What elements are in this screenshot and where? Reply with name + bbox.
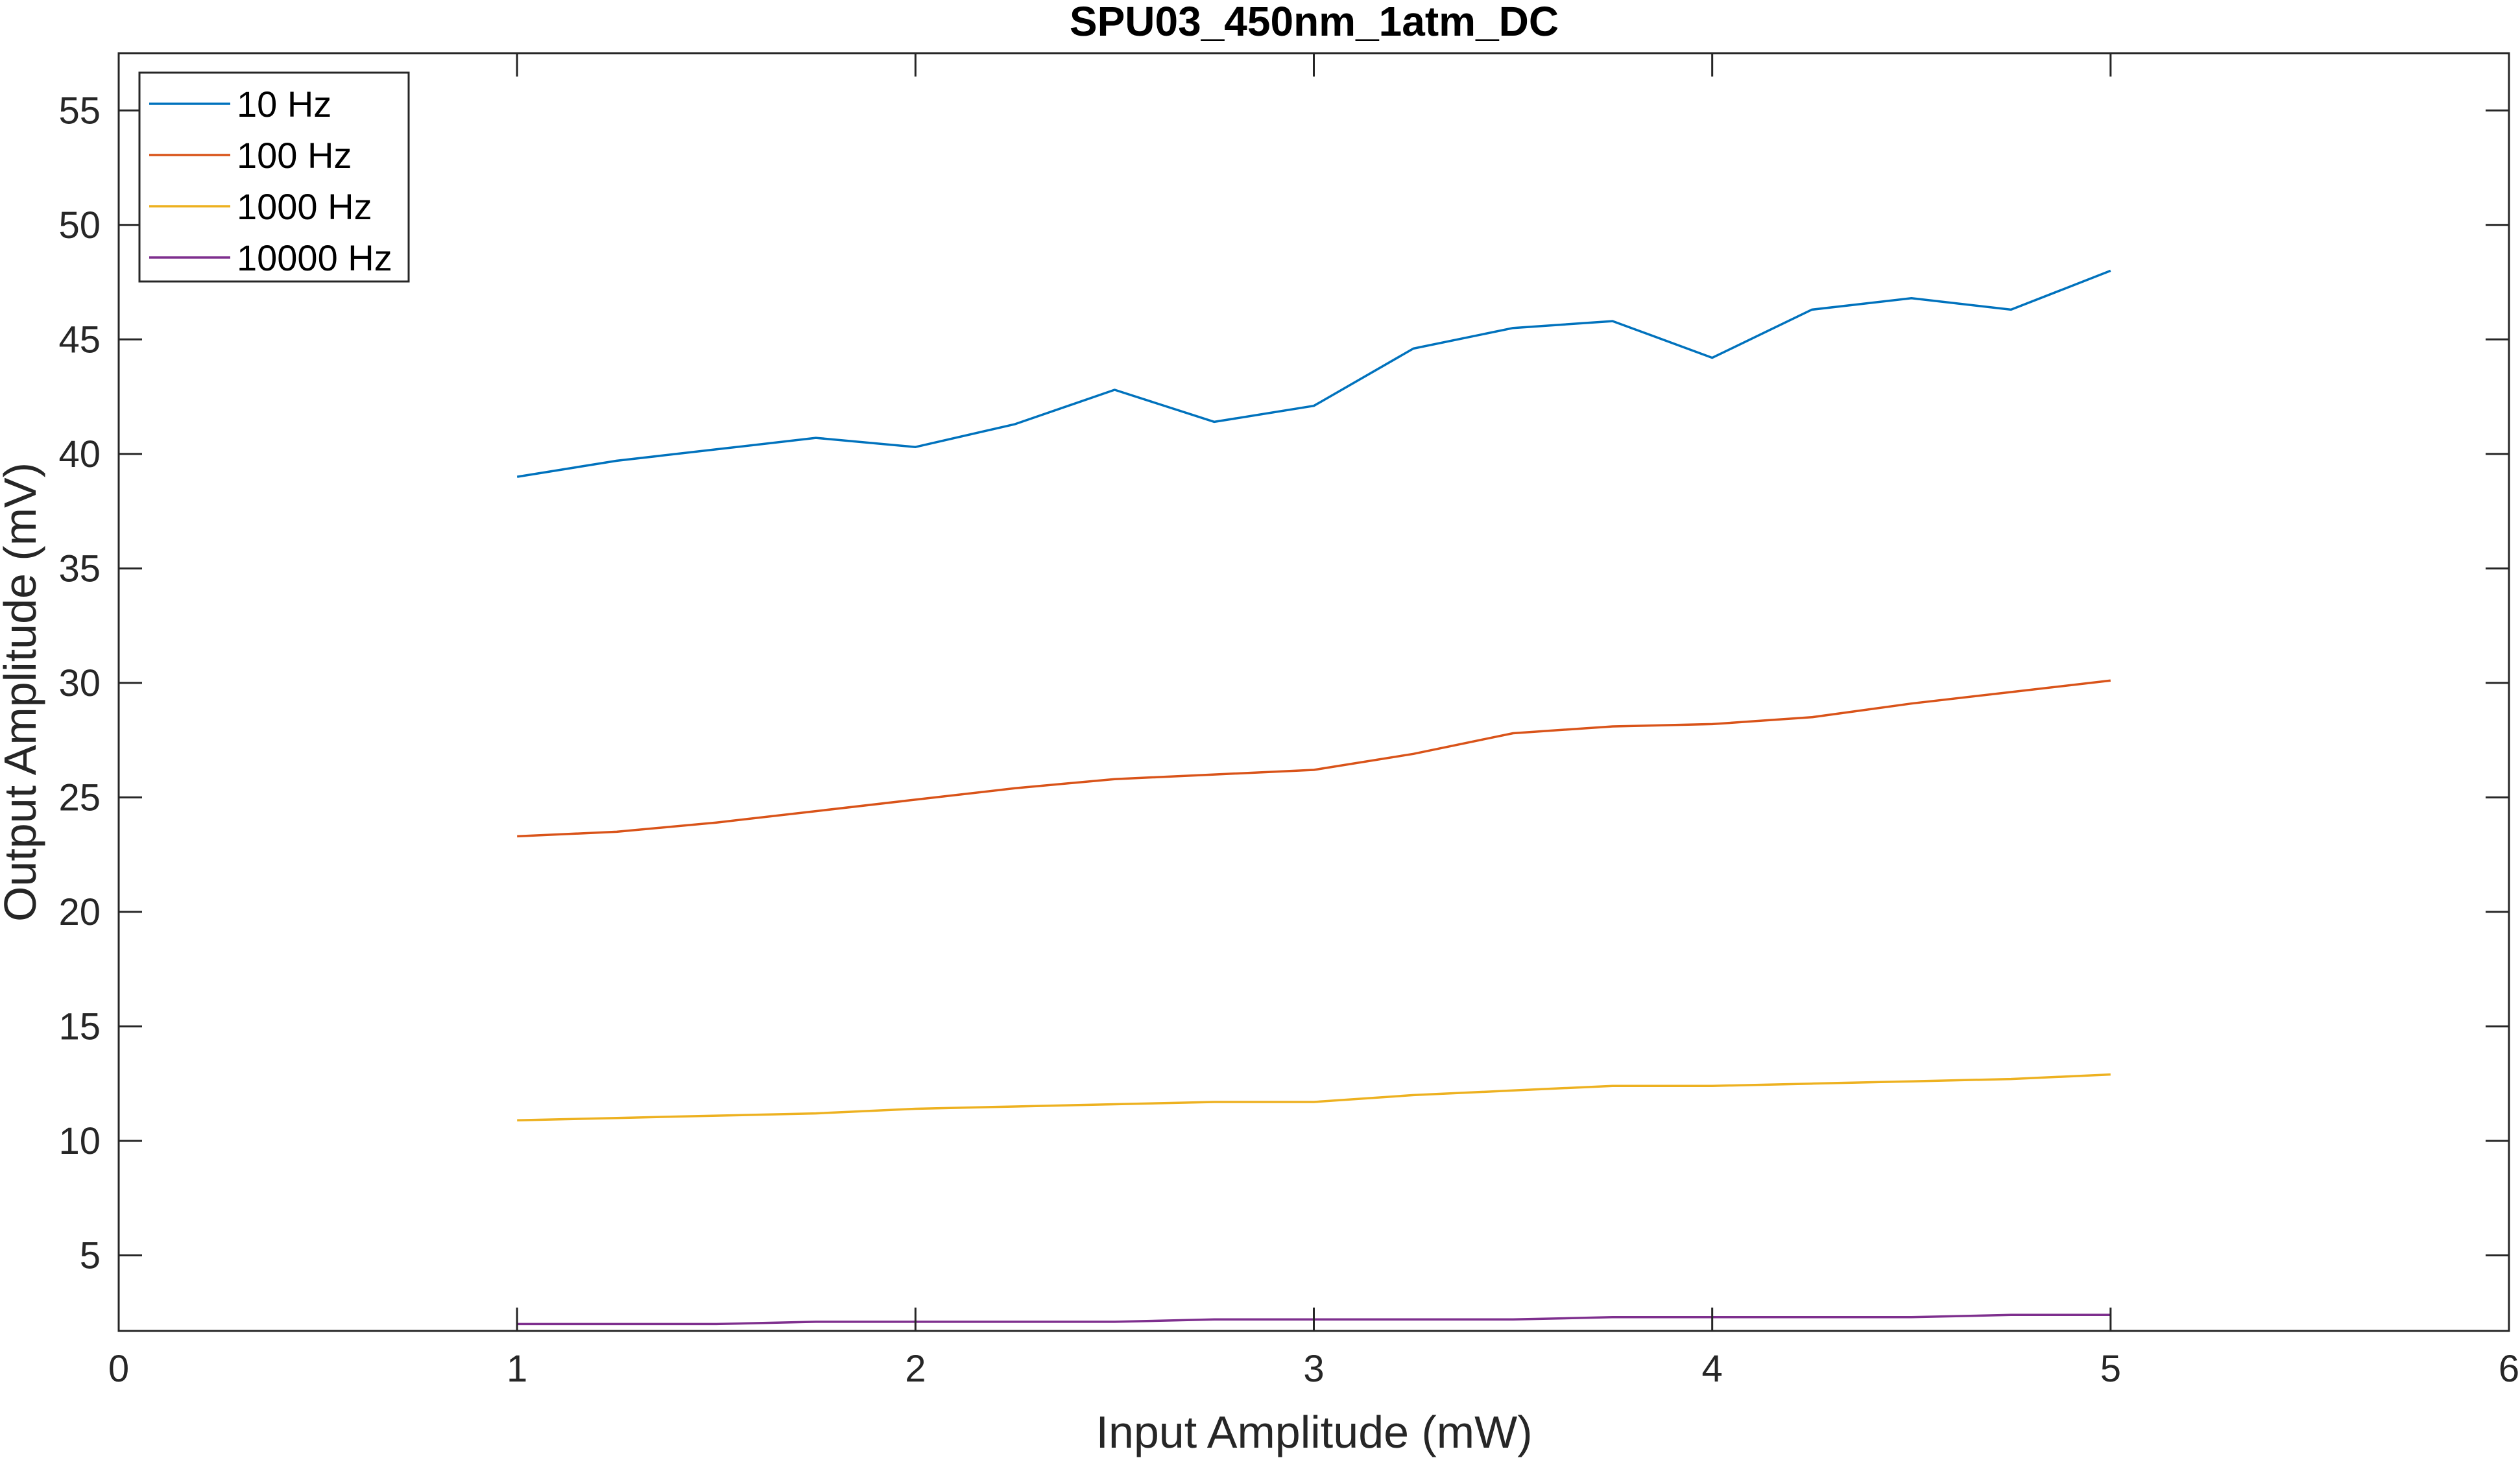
series-layer [516,269,2111,1326]
chart-title: SPU03_450nm_1atm_DC [1070,0,1559,45]
x-tick-label: 6 [2499,1348,2519,1390]
x-tick-label: 3 [1303,1348,1324,1390]
legend-label: 10000 Hz [237,237,392,278]
y-tick-label: 20 [58,891,101,933]
legend-box [138,71,410,283]
y-tick-label: 50 [58,204,101,246]
legend-label: 1000 Hz [237,186,372,227]
y-tick-label: 35 [58,547,101,590]
y-tick-label: 30 [58,662,101,704]
y-tick-label: 10 [58,1120,101,1162]
x-tick-label: 5 [2100,1348,2121,1390]
plot-background [119,53,2509,1331]
series-line-10-hz [516,269,2111,478]
x-tick-label: 2 [905,1348,926,1390]
series-line-100-hz [517,679,2111,838]
y-tick-label: 15 [58,1005,101,1047]
x-tick-label: 0 [108,1348,129,1390]
y-tick-label: 55 [58,90,101,132]
y-tick-label: 5 [80,1234,101,1276]
x-axis-label: Input Amplitude (mW) [1096,1407,1533,1457]
x-tick-label: 4 [1702,1348,1723,1390]
x-tick-label: 1 [507,1348,527,1390]
legend-label: 10 Hz [237,84,331,125]
legend: 10 Hz 100 Hz 1000 Hz 10000 Hz [138,71,410,283]
legend-label: 100 Hz [237,135,352,176]
y-tick-label: 45 [58,318,101,361]
legend-items: 10 Hz 100 Hz 1000 Hz 10000 Hz [149,84,392,278]
y-axis-label: Output Amplitude (mV) [0,462,45,922]
plot-box [117,52,2510,1332]
y-tick-label: 40 [58,433,101,475]
y-tick-label: 25 [58,776,101,819]
series-line-1000-hz [517,1073,2111,1121]
